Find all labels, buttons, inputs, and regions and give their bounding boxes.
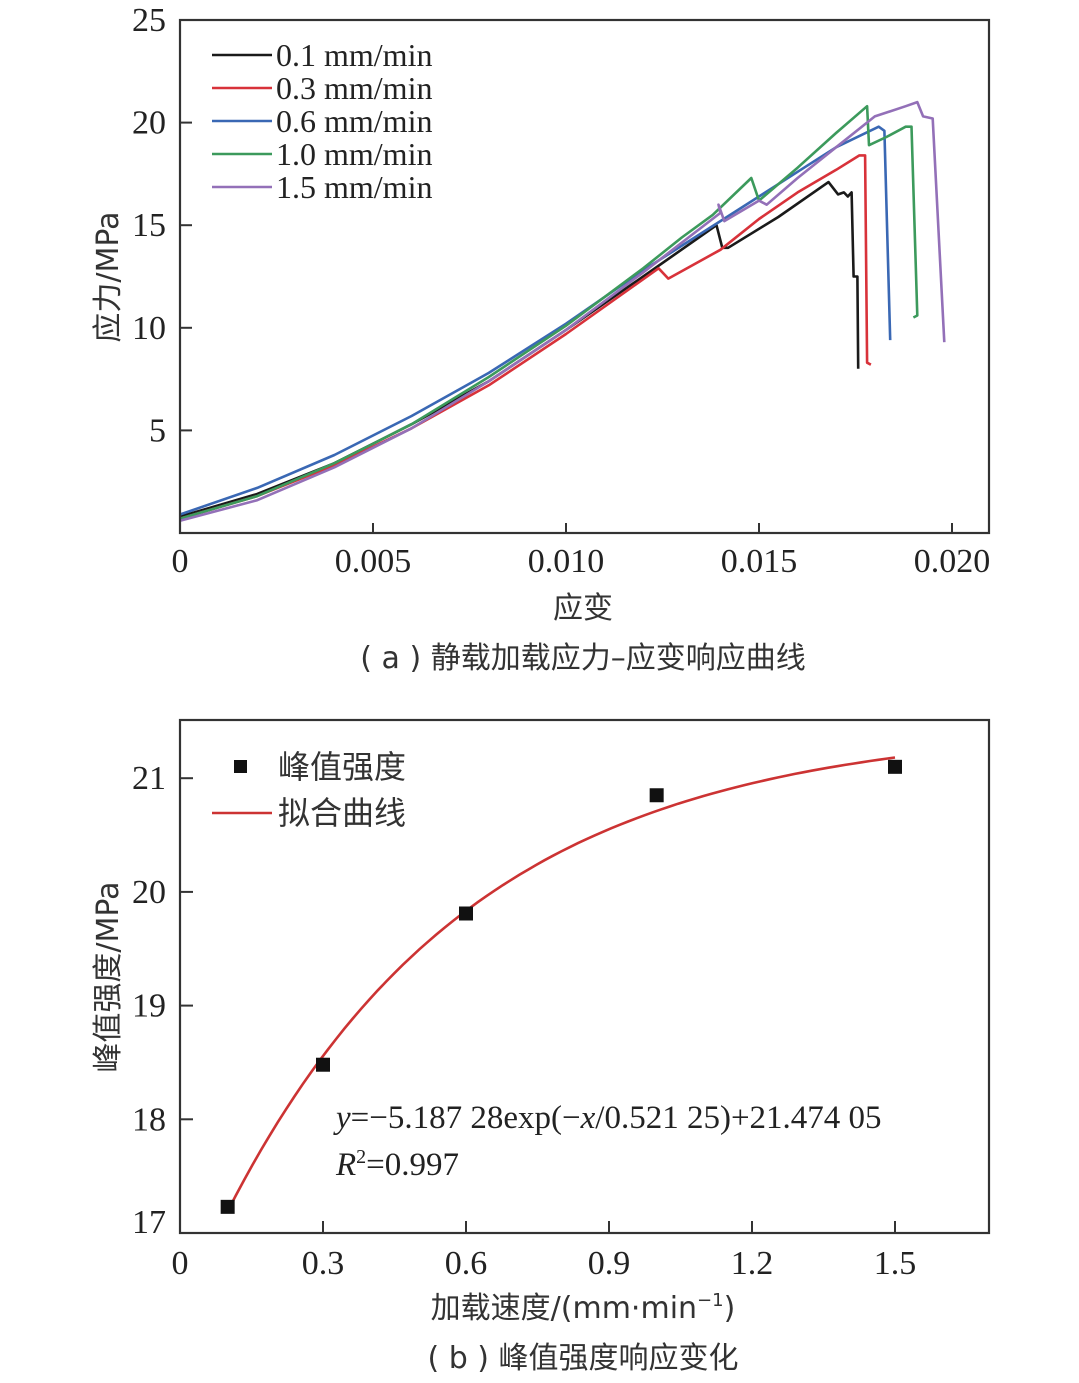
chart-b-equation: y=−5.187 28exp(−x/0.521 25)+21.474 05 xyxy=(333,1100,882,1136)
chart-a-legend-label-1: 0.3 mm/min xyxy=(276,70,432,106)
chart-a-series-line-2 xyxy=(179,125,892,516)
chart-b-y-axis-title: 峰值强度/MPa xyxy=(91,881,126,1072)
chart-a-y-tick-label: 25 xyxy=(132,2,166,39)
chart-a-x-axis-title: 应变 xyxy=(553,591,613,626)
chart-a-x-tick-label: 0.015 xyxy=(721,543,798,580)
chart-b-fit-curve xyxy=(226,756,896,1212)
chart-b-x-tick-label: 0 xyxy=(172,1245,189,1282)
chart-a-legend-label-0: 0.1 mm/min xyxy=(276,37,432,73)
x-title-sup: −1 xyxy=(697,1290,724,1311)
chart-a-series-line-0 xyxy=(179,180,860,518)
x-title-main: 加载速度/(mm·min xyxy=(431,1291,697,1326)
chart-a-series-line-1 xyxy=(179,154,872,520)
chart-b-y-tick-label: 17 xyxy=(132,1204,166,1241)
chart-b-point-2 xyxy=(459,906,473,921)
chart-a-plot-frame xyxy=(178,18,991,535)
chart-b-y-tick-label: 20 xyxy=(132,874,166,911)
chart-b-point-4 xyxy=(888,759,902,774)
eq-part-1: =−5.187 28exp(− xyxy=(351,1100,581,1136)
chart-b-x-tick-label: 0.9 xyxy=(588,1245,631,1282)
chart-b-x-tick-label: 1.5 xyxy=(874,1245,917,1282)
chart-a-y-tick-label: 5 xyxy=(149,412,166,449)
chart-b-y-tick-label: 21 xyxy=(132,760,166,797)
chart-a-series-line-3 xyxy=(179,104,919,520)
chart-a-legend-label-2: 0.6 mm/min xyxy=(276,103,432,139)
chart-a-x-tick-label: 0.020 xyxy=(914,543,991,580)
chart-b-legend-marker xyxy=(234,760,247,773)
chart-b-legend-label-points: 峰值强度 xyxy=(278,748,406,786)
r2-label: R xyxy=(335,1147,356,1183)
chart-b-x-tick-label: 1.2 xyxy=(731,1245,774,1282)
chart-a-legend-label-3: 1.0 mm/min xyxy=(276,136,432,172)
chart-a-y-tick-label: 15 xyxy=(132,207,166,244)
chart-b-legend-label-fit: 拟合曲线 xyxy=(278,794,406,832)
chart-a-y-axis-title: 应力/MPa xyxy=(91,211,126,342)
chart-b-plot-frame xyxy=(178,718,991,1235)
chart-b-x-tick-label: 0.3 xyxy=(302,1245,345,1282)
chart-a-series-line-4 xyxy=(179,100,946,522)
chart-b-y-tick-label: 19 xyxy=(132,988,166,1025)
chart-b-r2: R2=0.997 xyxy=(335,1146,459,1183)
eq-part-3: /0.521 25)+21.474 05 xyxy=(595,1100,881,1136)
eq-y: y xyxy=(333,1100,351,1136)
chart-b-x-tick-label: 0.6 xyxy=(445,1245,488,1282)
chart-a-series-group xyxy=(179,100,946,522)
chart-b-points xyxy=(220,759,902,1214)
chart-b-ticks: 0 0.3 0.6 0.9 1.2 1.5 17 18 19 20 21 xyxy=(132,760,916,1282)
chart-b-y-tick-label: 18 xyxy=(132,1101,166,1138)
chart-b-x-axis-title: 加载速度/(mm·min−1) xyxy=(431,1290,736,1326)
r2-value: =0.997 xyxy=(366,1147,459,1183)
chart-a-y-tick-label: 10 xyxy=(132,310,166,347)
chart-b-caption: ( b ) 峰值强度响应变化 xyxy=(427,1341,738,1376)
chart-a-legend-label-4: 1.5 mm/min xyxy=(276,169,432,205)
eq-x: x xyxy=(580,1100,596,1136)
chart-a-caption: ( a ) 静载加载应力–应变响应曲线 xyxy=(360,641,805,676)
chart-b-point-0 xyxy=(220,1199,235,1214)
chart-a-x-tick-label: 0.010 xyxy=(528,543,605,580)
chart-b-point-3 xyxy=(649,788,664,803)
x-title-end: ) xyxy=(724,1291,736,1326)
chart-a-x-tick-label: 0.005 xyxy=(335,543,412,580)
r2-sup: 2 xyxy=(356,1146,366,1168)
chart-a-y-tick-label: 20 xyxy=(132,105,166,142)
chart-a-x-tick-label: 0 xyxy=(172,543,189,580)
chart-b-point-1 xyxy=(316,1057,330,1072)
